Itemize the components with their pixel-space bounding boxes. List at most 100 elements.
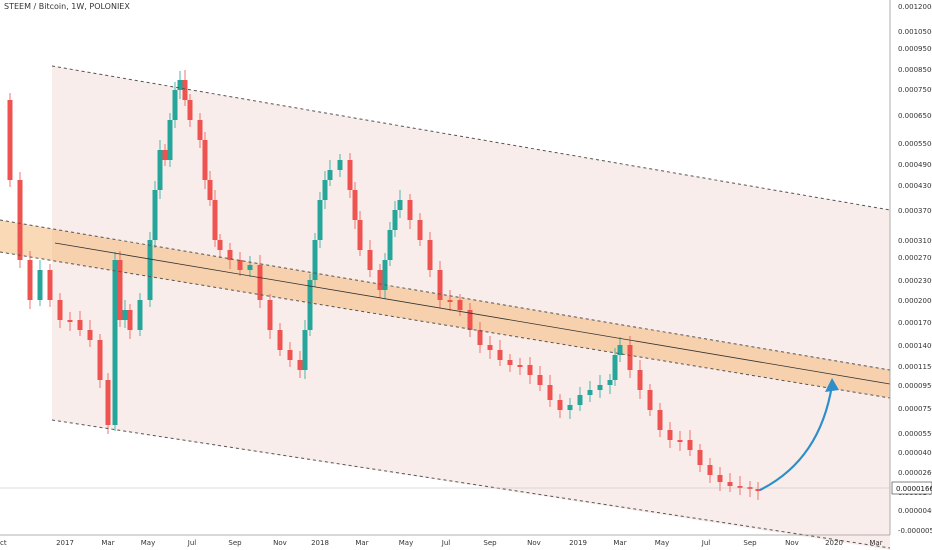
y-tick-label: 0.00065000 bbox=[898, 112, 932, 120]
x-tick-label: May bbox=[655, 539, 669, 547]
candle-body bbox=[112, 260, 118, 425]
candle-body bbox=[187, 100, 193, 120]
x-tick-label: ct bbox=[0, 539, 7, 547]
candle-body bbox=[347, 160, 353, 190]
y-tick-label: 0.00105000 bbox=[898, 28, 932, 36]
candle-body bbox=[487, 345, 493, 350]
candle-body bbox=[227, 250, 233, 260]
candle-body bbox=[737, 486, 743, 488]
candle-body bbox=[537, 375, 543, 385]
x-tick-label: 2020 bbox=[825, 539, 843, 547]
candle-body bbox=[17, 180, 23, 260]
candle-body bbox=[377, 270, 383, 290]
candle-body bbox=[597, 385, 603, 390]
y-tick-label: 0.00095000 bbox=[898, 45, 932, 53]
candle-body bbox=[87, 330, 93, 340]
x-tick-label: 2019 bbox=[569, 539, 587, 547]
y-tick-label: 0.00020000 bbox=[898, 297, 932, 305]
candle-body bbox=[647, 390, 653, 410]
candle-body bbox=[217, 240, 223, 250]
candle-body bbox=[57, 300, 63, 320]
candle-body bbox=[167, 120, 173, 160]
candle-body bbox=[327, 170, 333, 180]
candle-body bbox=[587, 390, 593, 395]
candle-body bbox=[607, 380, 613, 385]
y-tick-label: -0.00000550 bbox=[898, 527, 932, 535]
candles bbox=[7, 70, 761, 500]
candle-body bbox=[152, 190, 158, 240]
candle-body bbox=[77, 320, 83, 330]
band-mid-line bbox=[54, 242, 891, 385]
x-tick-label: May bbox=[141, 539, 155, 547]
candle-body bbox=[437, 270, 443, 300]
candle-body bbox=[517, 365, 523, 367]
candle-body bbox=[367, 250, 373, 270]
last-price-box bbox=[891, 481, 932, 495]
x-tick-label: 2018 bbox=[311, 539, 329, 547]
candle-body bbox=[407, 200, 413, 220]
candle-body bbox=[105, 380, 111, 425]
y-tick-label: 0.00075000 bbox=[898, 86, 932, 94]
candle-body bbox=[612, 355, 618, 380]
candle-body bbox=[707, 465, 713, 475]
y-tick-label: 0.00017000 bbox=[898, 319, 932, 327]
candle-body bbox=[637, 370, 643, 390]
candle-body bbox=[467, 310, 473, 330]
y-tick-label: 0.00014000 bbox=[898, 342, 932, 350]
candle-body bbox=[547, 385, 553, 400]
band-upper-line bbox=[0, 219, 891, 371]
candle-body bbox=[577, 395, 583, 405]
candle-body bbox=[687, 440, 693, 450]
arrow-head bbox=[825, 378, 839, 392]
candle-body bbox=[182, 80, 188, 100]
candle-body bbox=[122, 310, 128, 320]
candle-body bbox=[527, 365, 533, 375]
candle-body bbox=[177, 80, 183, 90]
candle-body bbox=[727, 482, 733, 486]
candle-body bbox=[457, 300, 463, 310]
x-tick-label: Nov bbox=[527, 539, 541, 547]
candle-body bbox=[287, 350, 293, 360]
trend-lines bbox=[0, 65, 891, 549]
candle-body bbox=[617, 345, 623, 355]
x-tick-label: May bbox=[399, 539, 413, 547]
y-tick-label: 0.00011500 bbox=[898, 363, 932, 371]
x-tick-label: Sep bbox=[743, 539, 757, 547]
candle-body bbox=[297, 360, 303, 370]
candle-body bbox=[127, 310, 133, 330]
candle-body bbox=[137, 300, 143, 330]
x-tick-label: Jul bbox=[441, 539, 451, 547]
candle-body bbox=[382, 260, 388, 290]
y-tick-label: 0.00120000 bbox=[898, 3, 932, 11]
candle-body bbox=[677, 440, 683, 442]
x-tick-label: Nov bbox=[785, 539, 799, 547]
y-tick-label: 0.00037000 bbox=[898, 207, 932, 215]
candle-body bbox=[37, 270, 43, 300]
candle-body bbox=[202, 140, 208, 180]
y-tick-label: 0.00049000 bbox=[898, 161, 932, 169]
candle-body bbox=[67, 320, 73, 322]
candle-body bbox=[657, 410, 663, 430]
candle-body bbox=[302, 330, 308, 370]
y-tick-label: 0.00002600 bbox=[898, 469, 932, 477]
candle-body bbox=[557, 400, 563, 410]
candle-body bbox=[477, 330, 483, 345]
candle-body bbox=[697, 450, 703, 465]
candle-body bbox=[567, 405, 573, 410]
y-tick-label: 0.00043000 bbox=[898, 182, 932, 190]
x-tick-label: Sep bbox=[483, 539, 497, 547]
candle-body bbox=[387, 230, 393, 260]
x-tick-label: Jul bbox=[701, 539, 711, 547]
channel-upper-line bbox=[51, 65, 891, 211]
x-tick-label: Mar bbox=[101, 539, 114, 547]
candle-body bbox=[417, 220, 423, 240]
y-tick-label: 0.00005500 bbox=[898, 430, 932, 438]
candle-body bbox=[117, 260, 123, 320]
candle-body bbox=[237, 260, 243, 270]
x-tick-label: Mar bbox=[613, 539, 626, 547]
candle-body bbox=[352, 190, 358, 220]
candle-body bbox=[207, 180, 213, 200]
x-tick-label: Nov bbox=[273, 539, 287, 547]
candle-body bbox=[322, 180, 328, 200]
